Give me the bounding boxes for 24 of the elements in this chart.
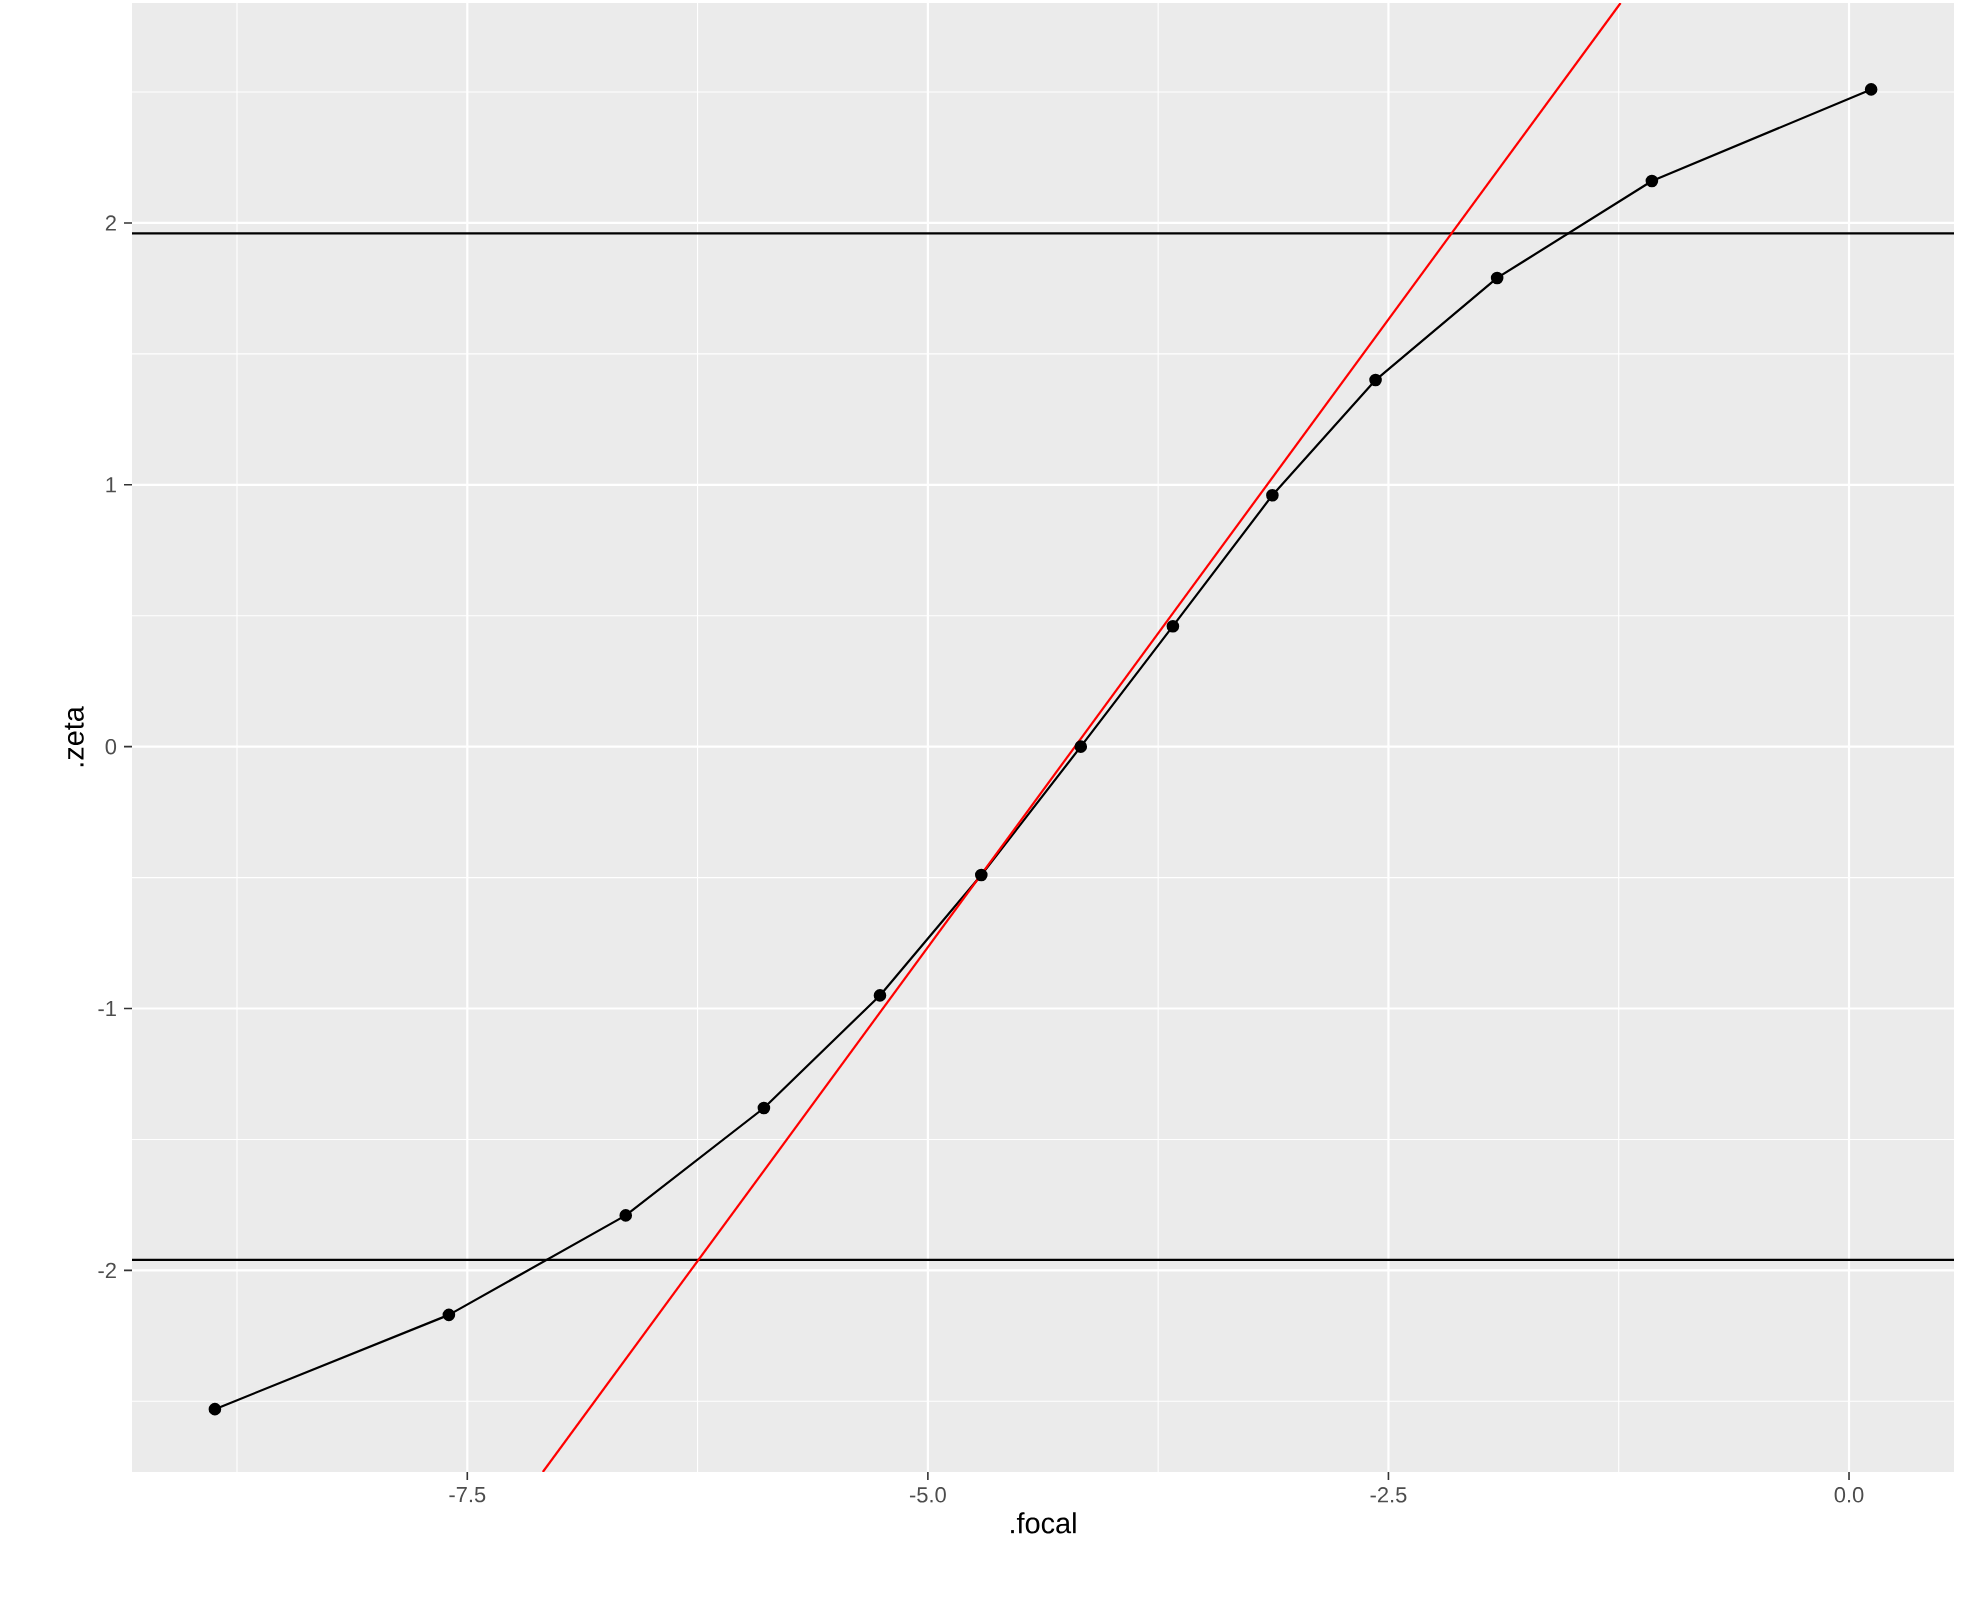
x-tick-label: -5.0 bbox=[909, 1487, 946, 1503]
point bbox=[619, 1209, 633, 1222]
y-tick-label: -2 bbox=[98, 1262, 116, 1279]
y-axis-title: .zeta bbox=[64, 706, 84, 767]
x-tick-label: -7.5 bbox=[449, 1487, 486, 1503]
point bbox=[975, 868, 988, 882]
x-tick-label: 0.0 bbox=[1834, 1487, 1864, 1503]
point bbox=[873, 989, 887, 1002]
point bbox=[1074, 740, 1088, 753]
point bbox=[1645, 174, 1659, 188]
y-tick-label: 2 bbox=[105, 215, 116, 231]
y-tick-label: -1 bbox=[98, 1000, 116, 1017]
x-tick-label: -2.5 bbox=[1370, 1487, 1407, 1503]
x-axis-title: .focal bbox=[1011, 1512, 1076, 1534]
point bbox=[208, 1402, 222, 1416]
point bbox=[1490, 271, 1504, 285]
point bbox=[757, 1101, 771, 1115]
point bbox=[1166, 619, 1180, 633]
y-tick-label: 1 bbox=[106, 477, 116, 493]
point bbox=[442, 1308, 456, 1322]
point bbox=[1266, 488, 1279, 502]
point bbox=[1864, 83, 1878, 96]
point bbox=[1369, 373, 1382, 387]
y-tick-label: 0 bbox=[105, 738, 117, 755]
